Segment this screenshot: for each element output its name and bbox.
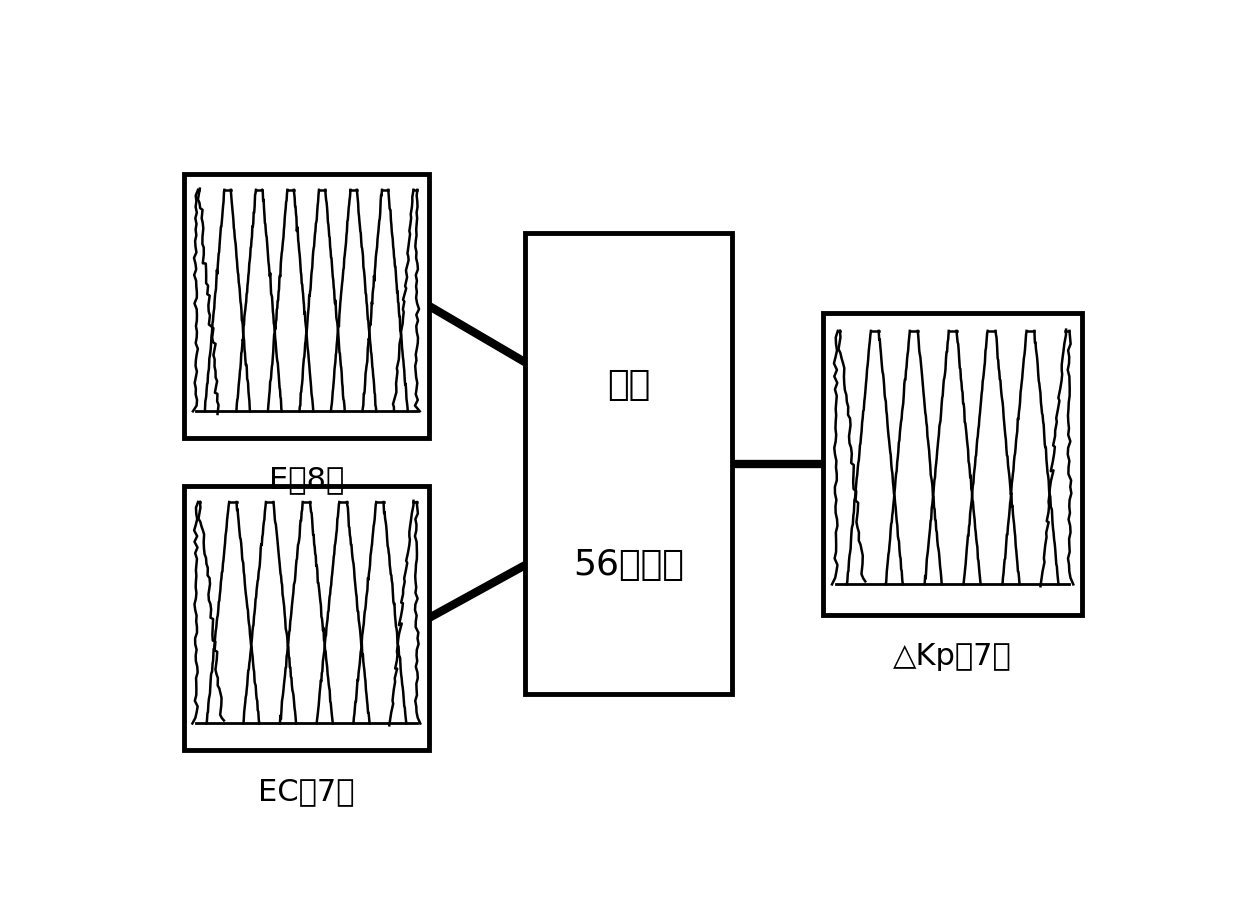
Text: 模糊: 模糊: [606, 369, 650, 402]
Text: △Kp（7）: △Kp（7）: [893, 642, 1012, 671]
Bar: [184, 487, 429, 750]
Text: EC（7）: EC（7）: [258, 778, 355, 806]
Text: E（8）: E（8）: [269, 466, 343, 495]
Bar: [184, 174, 429, 438]
Bar: [823, 313, 1083, 614]
Text: 56个规则: 56个规则: [573, 548, 683, 582]
Bar: [525, 233, 732, 695]
